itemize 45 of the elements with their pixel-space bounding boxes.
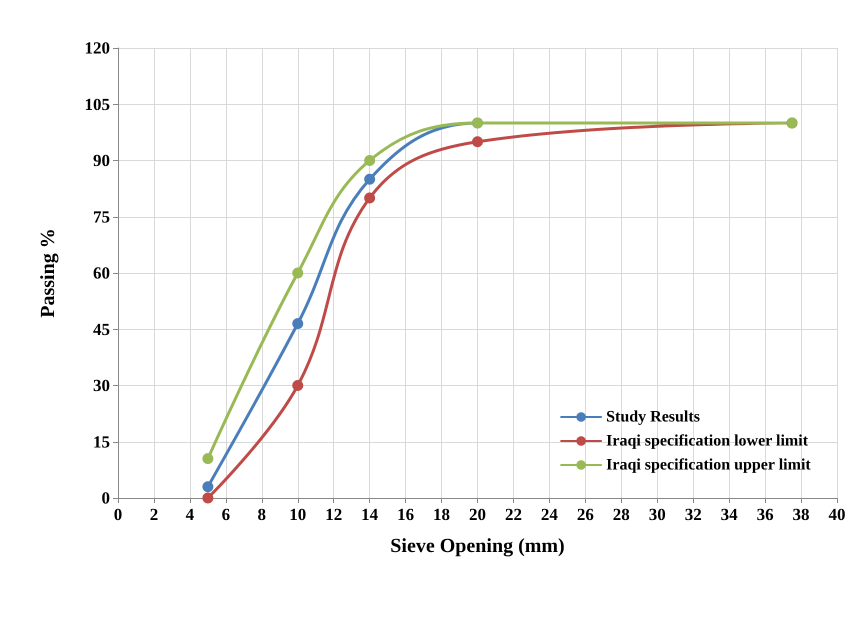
x-tick-label: 18 [433,505,450,524]
legend-label: Study Results [606,408,700,426]
x-tick-label: 32 [684,505,702,524]
point [364,192,376,204]
x-tick-label: 16 [397,505,414,524]
x-tick-label: 10 [289,505,306,524]
x-tick-label: 2 [150,505,158,524]
y-tick-label: 120 [84,38,110,58]
x-tick-label: 38 [792,505,810,524]
x-tick-label: 14 [361,505,379,524]
x-tick-label: 34 [720,505,738,524]
x-tick-label: 20 [469,505,486,524]
y-tick-label: 90 [93,151,110,170]
legend-label: Iraqi specification upper limit [606,456,812,474]
x-tick-label: 12 [325,505,342,524]
point [472,136,483,148]
y-axis-title: Passing % [37,228,59,318]
y-tick-label: 75 [93,207,110,226]
x-tick-label: 30 [648,505,666,524]
point [364,155,376,166]
x-tick-label: 26 [576,505,594,524]
y-tick-label: 30 [93,376,110,395]
y-tick-label: 105 [84,94,110,114]
point [202,453,214,464]
y-tick-label: 45 [93,320,110,339]
x-tick-label: 28 [612,505,630,524]
x-axis-title: Sieve Opening (mm) [390,535,565,557]
point [292,318,304,330]
x-tick-label: 36 [756,505,774,524]
y-tick-label: 60 [93,264,110,282]
x-tick-label: 0 [114,505,122,524]
point [292,380,304,391]
point [202,481,214,492]
x-tick-label: 4 [186,505,195,524]
y-tick-label: 15 [93,432,110,452]
x-tick-label: 40 [828,505,846,524]
x-tick-label: 22 [504,505,522,524]
point [364,174,376,185]
point [202,492,214,504]
legend-label: Iraqi specification lower limit [606,432,809,450]
x-tick-label: 24 [540,505,558,524]
point [292,268,304,278]
x-tick-label: 6 [222,505,230,524]
y-tick-label: 0 [102,488,110,508]
x-tick-label: 8 [258,505,266,524]
